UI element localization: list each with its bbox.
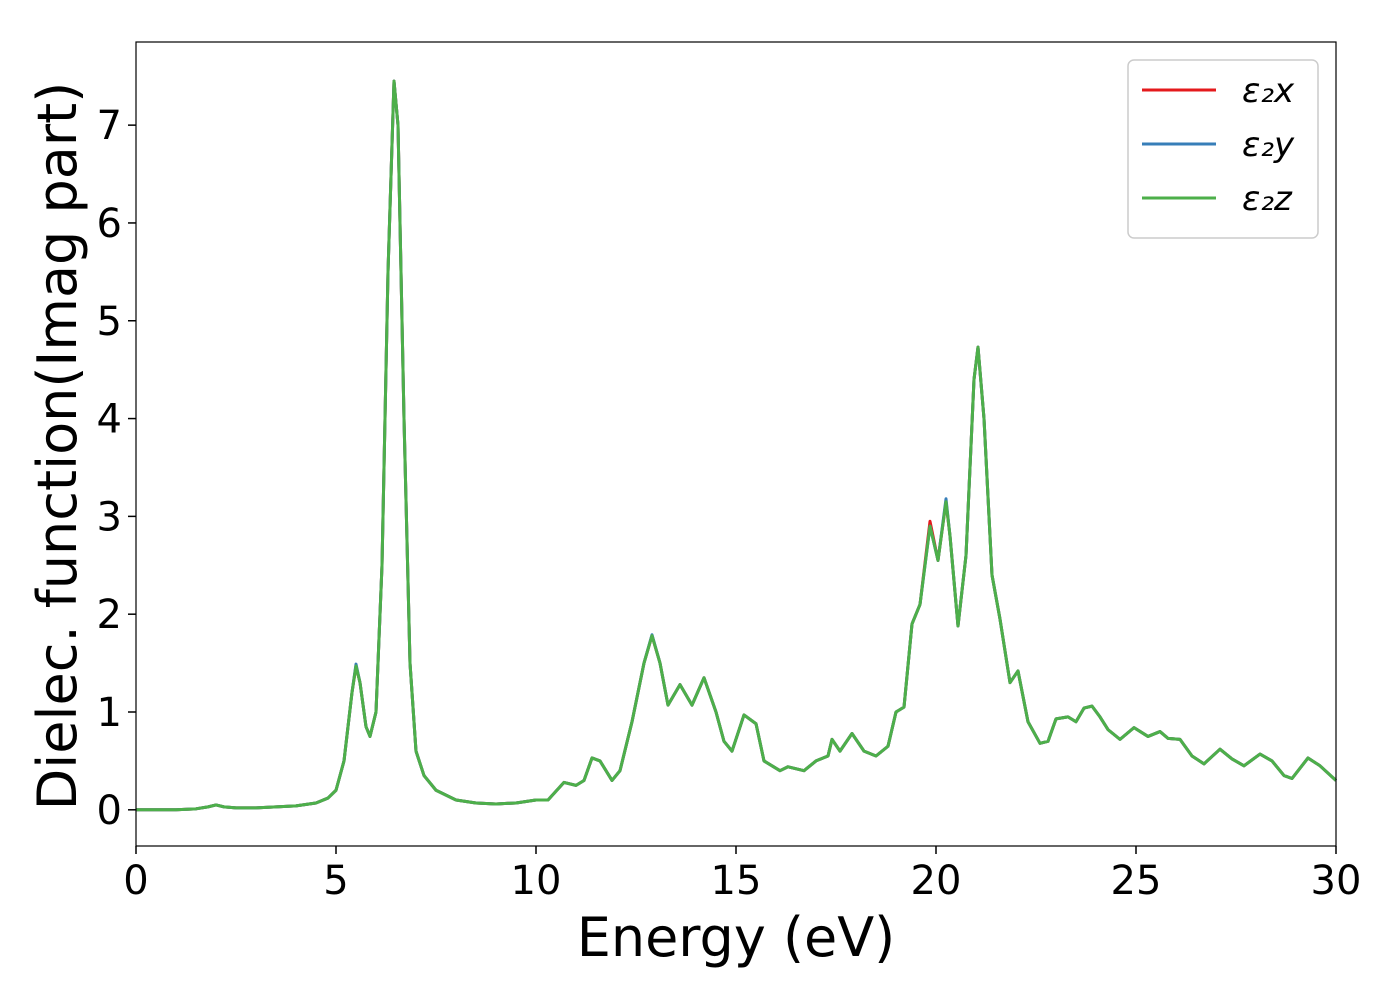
data-line [136, 79, 1338, 812]
y-tick-label: 5 [97, 299, 122, 345]
legend-label: ε₂y [1242, 125, 1295, 165]
y-tick-label: 6 [97, 201, 122, 247]
y-tick-label: 7 [97, 103, 122, 149]
x-tick-label: 0 [123, 858, 148, 904]
x-tick-label: 20 [911, 858, 962, 904]
legend-label: ε₂x [1242, 71, 1295, 111]
y-tick-label: 0 [97, 788, 122, 834]
legend-box [1127, 59, 1319, 239]
y-tick-label: 1 [97, 690, 122, 736]
y-tick-label: 4 [97, 397, 122, 443]
x-tick-label: 10 [511, 858, 562, 904]
y-tick-label: 2 [97, 592, 122, 638]
x-tick-label: 30 [1311, 858, 1362, 904]
x-tick-label: 5 [323, 858, 348, 904]
x-tick-label: 25 [1111, 858, 1162, 904]
y-axis-label: Dielec. function(Imag part) [26, 82, 89, 811]
legend-label: ε₂z [1242, 179, 1293, 219]
plot-frame [135, 41, 1337, 847]
x-axis-label: Energy (eV) [577, 906, 896, 969]
y-tick-label: 3 [97, 494, 122, 540]
x-tick-label: 15 [711, 858, 762, 904]
